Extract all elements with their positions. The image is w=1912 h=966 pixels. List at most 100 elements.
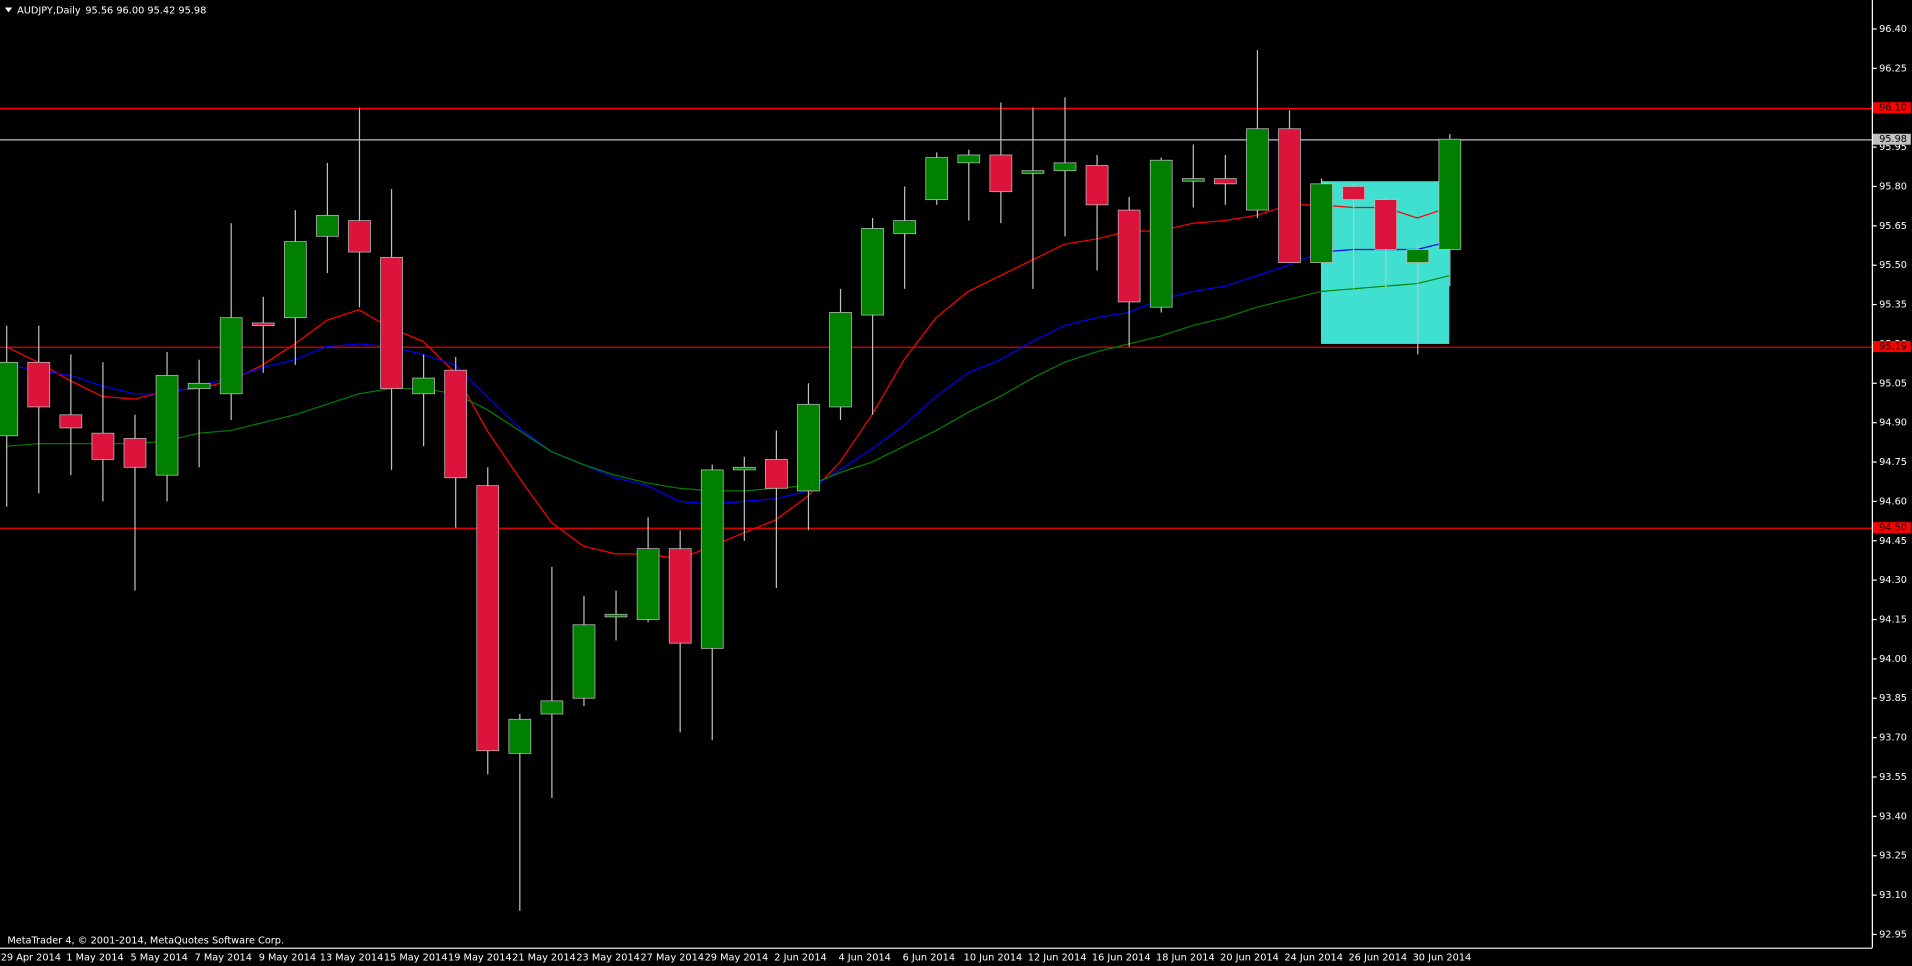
candle-body: [1149, 159, 1173, 308]
x-tick-label: 7 May 2014: [195, 952, 252, 963]
candle-body: [989, 154, 1013, 193]
y-tick-label: 93.70: [1879, 733, 1907, 744]
candle-body: [27, 361, 51, 408]
menu-arrow[interactable]: [4, 7, 13, 13]
candle-body: [829, 312, 852, 408]
candle-body: [219, 317, 243, 395]
level-label-box: [1872, 102, 1911, 114]
candle-body: [1246, 128, 1269, 211]
x-tick-label: 24 Jun 2014: [1284, 952, 1343, 963]
candle-body: [1181, 178, 1205, 182]
candle-body: [861, 228, 884, 316]
candle-body: [1310, 183, 1333, 263]
level-label: 96.10: [1879, 103, 1907, 114]
x-tick-label: 2 Jun 2014: [774, 952, 826, 963]
y-tick-label: 93.85: [1879, 693, 1907, 704]
candle-body: [1438, 138, 1462, 250]
x-tick-label: 29 Apr 2014: [1, 952, 61, 963]
candle-body: [1214, 178, 1237, 185]
x-tick-label: 19 May 2014: [448, 952, 512, 963]
y-tick-label: 95.80: [1879, 181, 1907, 192]
y-tick-label: 93.10: [1879, 890, 1907, 901]
y-tick-label: 93.55: [1879, 772, 1907, 783]
candle-body: [957, 154, 981, 164]
candle-body: [444, 369, 468, 479]
candle-body: [1342, 186, 1365, 200]
y-tick-label: 92.95: [1879, 929, 1907, 940]
x-tick-label: 18 Jun 2014: [1156, 952, 1215, 963]
candle-body: [604, 613, 628, 618]
y-tick-label: 93.25: [1879, 851, 1907, 862]
candle-body: [412, 377, 435, 395]
candle-body: [476, 485, 500, 752]
candle-body: [316, 214, 339, 237]
x-tick-label: 27 May 2014: [640, 952, 704, 963]
level-label: 95.19: [1879, 342, 1907, 353]
candle-body: [572, 624, 596, 699]
y-tick-label: 96.40: [1879, 24, 1907, 35]
candle-body: [348, 220, 371, 253]
candle-body: [700, 469, 724, 649]
candle-body: [59, 414, 83, 429]
candle-body: [508, 718, 532, 754]
x-tick-label: 16 Jun 2014: [1092, 952, 1151, 963]
level-layer: [0, 107, 1872, 529]
x-tick-label: 6 Jun 2014: [903, 952, 955, 963]
x-tick-label: 23 May 2014: [576, 952, 640, 963]
chart-title: AUDJPY,Daily: [17, 5, 81, 16]
moving-average: [6, 275, 1450, 492]
y-tick-label: 95.05: [1879, 378, 1907, 389]
candle-body: [283, 241, 307, 319]
footer: MetaTrader 4, © 2001-2014, MetaQuotes So…: [7, 935, 284, 946]
candle-body: [155, 375, 179, 476]
y-tick-label: 94.45: [1879, 536, 1907, 547]
y-tick-label: 95.95: [1879, 142, 1907, 153]
level-label-box: [1872, 133, 1911, 145]
y-tick-label: 93.40: [1879, 811, 1907, 822]
level-label-box: [1872, 341, 1911, 353]
y-tick-label: 95.65: [1879, 221, 1907, 232]
x-tick-label: 10 Jun 2014: [964, 952, 1023, 963]
candle-layer: [0, 49, 1462, 911]
candle-body: [0, 361, 19, 437]
candle-body: [668, 548, 692, 644]
x-tick-label: 1 May 2014: [66, 952, 123, 963]
y-tick-label: 94.75: [1879, 457, 1907, 468]
candle-body: [251, 322, 275, 326]
x-tick-label: 20 Jun 2014: [1220, 952, 1279, 963]
candle-body: [765, 459, 788, 489]
x-tick-label: 15 May 2014: [384, 952, 448, 963]
y-tick-label: 94.15: [1879, 615, 1907, 626]
candle-body: [1053, 162, 1077, 172]
quote: 95.56 96.00 95.42 95.98: [85, 5, 206, 16]
x-tick-label: 21 May 2014: [512, 952, 576, 963]
y-tick-label: 94.30: [1879, 575, 1907, 586]
candle-body: [91, 432, 115, 460]
y-tick-label: 94.60: [1879, 496, 1907, 507]
candle-body: [1085, 165, 1109, 206]
y-tick-label: 96.25: [1879, 63, 1907, 74]
candle-body: [1117, 209, 1141, 303]
candle-body: [1021, 170, 1045, 174]
candle-body: [1278, 128, 1301, 263]
candle-body: [893, 220, 917, 235]
y-tick-label: 95.50: [1879, 260, 1907, 271]
x-tick-label: 13 May 2014: [320, 952, 384, 963]
x-tick-label: 4 Jun 2014: [838, 952, 890, 963]
level-label: 95.98: [1879, 134, 1907, 145]
candle-body: [123, 438, 147, 468]
candle-body: [925, 157, 949, 200]
x-tick-label: 12 Jun 2014: [1028, 952, 1087, 963]
level-label-box: [1872, 522, 1911, 534]
y-tick-label: 95.35: [1879, 300, 1907, 311]
candle-body: [540, 700, 564, 715]
candle-body: [380, 256, 403, 389]
axis-layer: 96.40 96.25 96.10 95.95 95.80 95.65 95.50 95.35…: [1, 24, 1911, 963]
x-tick-label: 26 Jun 2014: [1348, 952, 1407, 963]
x-tick-label: 29 May 2014: [705, 952, 769, 963]
overlay-layer: [5, 204, 1450, 560]
x-tick-label: 9 May 2014: [259, 952, 316, 963]
